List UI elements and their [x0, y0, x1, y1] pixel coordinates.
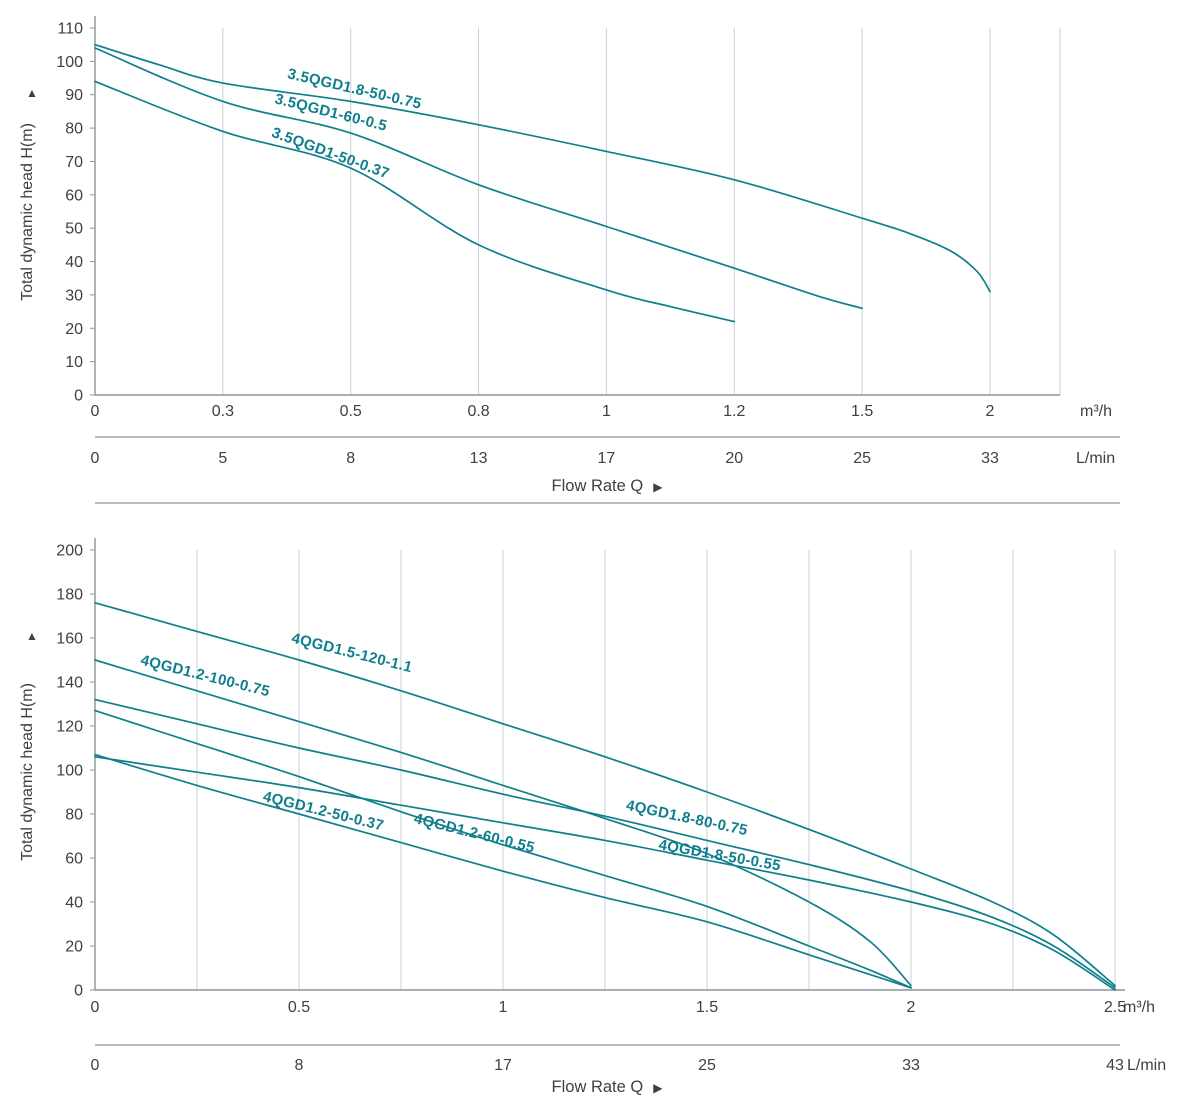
x-tick-label-m3h: 0: [91, 403, 100, 420]
x-tick-label-lmin: 0: [91, 1057, 100, 1074]
x-tick-label-m3h: 0: [91, 999, 100, 1016]
y-tick-label: 0: [74, 388, 83, 405]
x-tick-label-lmin: 8: [295, 1057, 304, 1074]
x-tick-label-m3h: 2: [907, 999, 916, 1016]
y-tick-label: 10: [65, 354, 83, 371]
x-tick-label-m3h: 1: [602, 403, 611, 420]
y-tick-label: 60: [65, 851, 83, 868]
x-tick-label-m3h: 0.5: [288, 999, 310, 1016]
y-tick-label: 60: [65, 187, 83, 204]
curve-label-4QGD1.8-50-0.55: 4QGD1.8-50-0.55: [657, 836, 782, 874]
x-axis-unit-lmin: L/min: [1076, 450, 1115, 467]
y-tick-label: 50: [65, 221, 83, 238]
x-tick-label-m3h: 0.8: [467, 403, 489, 420]
x-tick-label-m3h: 2.5: [1104, 999, 1126, 1016]
y-tick-label: 180: [56, 587, 83, 604]
y-tick-label: 80: [65, 121, 83, 138]
x-tick-label-m3h: 1: [499, 999, 508, 1016]
y-tick-label: 100: [56, 54, 83, 71]
y-axis-title: Total dynamic head H(m): [19, 123, 36, 301]
chart-3.5qgd-head-flow: 0 10 20 30 40 50 60 70 80 90 100 110 0 0.3 0.5 0.8 1 1.2 1…: [0, 0, 1198, 510]
curve-label-3.5QGD1-50-0.37: 3.5QGD1-50-0.37: [269, 124, 391, 182]
x-tick-label-lmin: 17: [598, 450, 616, 467]
head-direction-arrow-icon: ▲: [26, 629, 38, 643]
curve-4QGD1.2-60-0.55: [94, 709, 912, 989]
y-tick-label: 140: [56, 675, 83, 692]
chart-4qgd-head-flow: 0 20 40 60 80 100 120 140 160 180 200 0 0.5 1 1.5 2 2.5 m…: [0, 510, 1198, 1099]
x-tick-label-lmin: 33: [981, 450, 999, 467]
curve-4QGD1.8-50-0.55: [94, 755, 1116, 991]
curve-label-4QGD1.8-80-0.75: 4QGD1.8-80-0.75: [625, 797, 750, 839]
y-tick-label: 110: [57, 21, 83, 38]
x-axis-unit-m3h: m³/h: [1123, 999, 1155, 1016]
y-tick-label: 100: [56, 763, 83, 780]
x-axis-title: Flow Rate Q ▶: [552, 477, 664, 495]
x-tick-label-m3h: 1.5: [851, 403, 873, 420]
curve-label-4QGD1.2-50-0.37: 4QGD1.2-50-0.37: [261, 788, 385, 834]
y-tick-label: 30: [65, 287, 83, 304]
flow-direction-arrow-icon: ▶: [653, 1081, 663, 1095]
y-tick-label: 20: [65, 321, 83, 338]
x-tick-label-lmin: 25: [698, 1057, 716, 1074]
y-tick-label: 0: [74, 983, 83, 1000]
y-tick-label: 90: [65, 87, 83, 104]
y-axis-title: Total dynamic head H(m): [19, 683, 36, 861]
y-tick-label: 200: [56, 543, 83, 560]
x-tick-label-lmin: 8: [346, 450, 355, 467]
curve-3.5QGD1-50-0.37: [94, 80, 736, 323]
x-axis-title: Flow Rate Q ▶: [552, 1078, 664, 1096]
y-tick-label: 40: [65, 895, 83, 912]
x-tick-label-lmin: 33: [902, 1057, 920, 1074]
flow-direction-arrow-icon: ▶: [653, 480, 663, 494]
x-tick-label-lmin: 43: [1106, 1057, 1124, 1074]
x-tick-label-lmin: 13: [470, 450, 488, 467]
curve-3.5QGD1-60-0.5: [94, 47, 863, 310]
curve-4QGD1.2-50-0.37: [94, 753, 912, 989]
head-direction-arrow-icon: ▲: [26, 86, 38, 100]
curve-label-4QGD1.5-120-1.1: 4QGD1.5-120-1.1: [290, 630, 414, 676]
y-tick-label: 70: [65, 154, 83, 171]
x-tick-label-lmin: 17: [494, 1057, 512, 1074]
x-axis-unit-lmin: L/min: [1127, 1057, 1166, 1074]
y-tick-label: 120: [56, 719, 83, 736]
x-tick-label-lmin: 25: [853, 450, 871, 467]
x-tick-label-m3h: 2: [986, 403, 995, 420]
x-tick-label-m3h: 1.5: [696, 999, 718, 1016]
y-tick-label: 40: [65, 254, 83, 271]
x-tick-label-lmin: 20: [725, 450, 743, 467]
x-tick-label-lmin: 0: [91, 450, 100, 467]
curve-4QGD1.5-120-1.1: [94, 601, 1116, 987]
y-tick-label: 20: [65, 939, 83, 956]
curve-4QGD1.2-100-0.75: [94, 659, 912, 987]
x-tick-label-m3h: 1.2: [723, 403, 745, 420]
curve-4QGD1.8-80-0.75: [94, 698, 1116, 989]
x-tick-label-m3h: 0.5: [340, 403, 362, 420]
y-tick-label: 80: [65, 807, 83, 824]
x-tick-label-m3h: 0.3: [212, 403, 234, 420]
curve-3.5QGD1.8-50-0.75: [94, 43, 991, 293]
x-tick-label-lmin: 5: [218, 450, 227, 467]
y-tick-label: 160: [56, 631, 83, 648]
x-axis-unit-m3h: m³/h: [1080, 403, 1112, 420]
